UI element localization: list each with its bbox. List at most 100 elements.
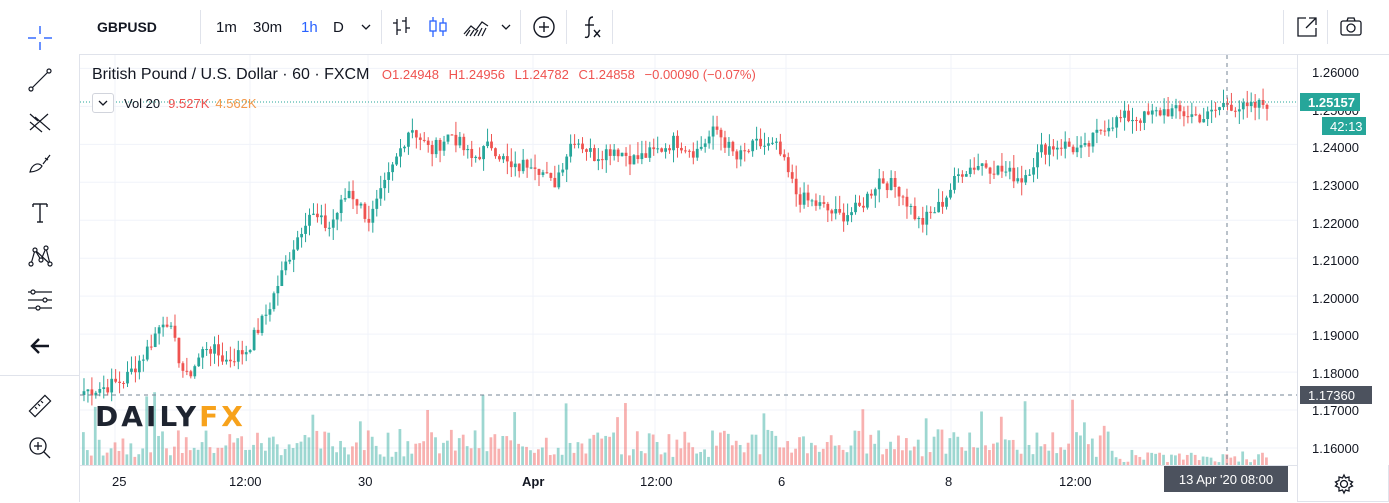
volume-bar — [596, 432, 600, 465]
volume-bar — [972, 447, 976, 465]
candles-icon[interactable] — [427, 0, 449, 54]
volume-bar — [362, 450, 366, 465]
candle-body — [949, 189, 952, 198]
volume-bar — [113, 442, 117, 465]
candle-body — [941, 201, 944, 207]
volume-bar — [1229, 457, 1233, 465]
volume-bar — [1158, 452, 1161, 465]
candle-body — [917, 217, 921, 220]
zoom-in-icon[interactable] — [20, 432, 60, 464]
candle-body — [798, 194, 802, 205]
volume-bar — [845, 452, 849, 465]
candle-body — [82, 391, 86, 396]
candle-body — [1158, 110, 1162, 116]
candle-body — [331, 219, 335, 228]
bars-icon[interactable] — [391, 0, 413, 54]
candle-body — [545, 172, 549, 174]
collapse-legend-chevron-icon[interactable] — [92, 93, 114, 113]
volume-bar — [1051, 432, 1055, 465]
fullscreen-popout-icon[interactable] — [1294, 0, 1320, 54]
candle-body — [628, 155, 632, 165]
time-axis[interactable] — [80, 465, 1297, 503]
volume-bar — [742, 452, 746, 465]
volume-bar — [687, 442, 691, 465]
interval-1m[interactable]: 1m — [216, 18, 237, 36]
volume-bar — [85, 450, 89, 465]
candle-body — [589, 148, 592, 152]
fib-retracement-icon[interactable] — [20, 106, 60, 138]
candle-body — [193, 366, 197, 377]
settings-gear-icon[interactable] — [1297, 465, 1389, 502]
volume-bar — [964, 450, 968, 465]
candle-body — [169, 325, 173, 327]
volume-bar — [173, 446, 176, 465]
volume-bar — [1213, 461, 1217, 465]
area-chart-icon[interactable] — [462, 0, 490, 54]
candle-body — [1131, 119, 1134, 122]
candle-body — [893, 178, 897, 187]
volume-bar — [928, 452, 932, 465]
candle-body — [418, 137, 422, 140]
volume-bar — [1241, 451, 1245, 465]
ruler-icon[interactable] — [20, 390, 60, 422]
volume-bar — [216, 447, 220, 465]
volume-bar — [893, 449, 896, 465]
candle-body — [1048, 146, 1051, 155]
interval-dropdown-icon[interactable] — [360, 0, 372, 54]
candle-body — [319, 215, 323, 218]
volume-bar — [1039, 446, 1043, 465]
candle-body — [1265, 104, 1269, 109]
volume-bar — [260, 443, 263, 465]
interval-30m[interactable]: 30m — [253, 18, 283, 36]
brush-icon[interactable] — [20, 148, 60, 180]
volume-bar — [176, 430, 180, 465]
candle-body — [339, 199, 343, 214]
trend-line-icon[interactable] — [20, 64, 60, 96]
chart-type-dropdown-icon[interactable] — [500, 0, 512, 54]
price-chart[interactable] — [80, 55, 1297, 465]
forecasting-icon[interactable] — [20, 284, 60, 316]
candle-body — [533, 167, 537, 169]
candle-body — [280, 270, 284, 287]
volume-bar — [521, 446, 524, 465]
legend-low-label: L — [514, 67, 522, 82]
volume-bar — [449, 429, 453, 465]
candle-body — [652, 147, 656, 150]
candle-body — [604, 149, 608, 161]
candle-body — [644, 153, 648, 158]
volume-bar — [995, 442, 999, 465]
price-tick-label: 1.24000 — [1312, 140, 1359, 155]
candle-body — [957, 174, 960, 176]
volume-bar — [988, 450, 991, 465]
interval-d[interactable]: D — [333, 18, 344, 36]
volume-bar — [457, 438, 461, 465]
volume-bar — [1114, 457, 1118, 465]
volume-bar — [877, 430, 881, 465]
compare-add-icon[interactable] — [531, 0, 557, 54]
volume-bar — [1063, 449, 1067, 465]
volume-bar — [1067, 443, 1070, 465]
back-arrow-icon[interactable] — [20, 330, 60, 362]
camera-icon[interactable] — [1338, 0, 1364, 54]
symbol-search[interactable]: GBPUSD — [97, 19, 157, 35]
price-tick-label: 1.21000 — [1312, 253, 1359, 268]
candle-body — [616, 149, 620, 157]
volume-bar — [1170, 454, 1173, 465]
candle-body — [553, 177, 557, 188]
volume-bar — [897, 435, 900, 465]
volume-bar — [564, 403, 568, 465]
candle-body — [818, 202, 822, 206]
volume-bar — [1253, 459, 1256, 465]
interval-1h[interactable]: 1h — [301, 18, 318, 36]
volume-bar — [307, 437, 311, 465]
volume-bar — [493, 434, 497, 465]
toolbar-divider — [1327, 10, 1328, 44]
crosshair-icon[interactable] — [20, 22, 60, 54]
indicators-fx-icon[interactable] — [581, 0, 603, 54]
text-tool-icon[interactable] — [20, 196, 60, 228]
candle-body — [972, 167, 976, 170]
candle-body — [1186, 116, 1190, 118]
pattern-icon[interactable] — [20, 240, 60, 272]
volume-bar — [588, 438, 592, 465]
volume-bar — [734, 440, 738, 465]
